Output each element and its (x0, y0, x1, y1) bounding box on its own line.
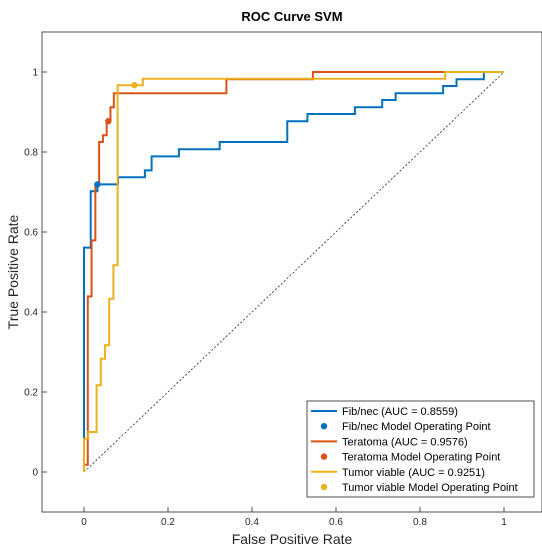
series-group (83, 71, 504, 472)
legend-entry-label: Tumor viable Model Operating Point (342, 482, 518, 494)
y-tick-label: 1 (32, 68, 38, 79)
legend-entry-label: Fib/nec (AUC = 0.8559) (342, 406, 458, 418)
legend-swatch-point (320, 453, 328, 460)
chance-line (83, 71, 505, 473)
roc-curve-fib (83, 71, 504, 472)
legend-box (306, 400, 535, 498)
roc-curve-tumor (83, 71, 504, 472)
y-tick-label: 0.4 (24, 308, 38, 319)
legend-entry-label: Teratoma (AUC = 0.9576) (342, 436, 468, 448)
legend: Fib/nec (AUC = 0.8559) Fib/nec Model Oper… (306, 400, 535, 498)
chart-title: ROC Curve SVM (241, 9, 342, 24)
legend-entry-label: Fib/nec Model Operating Point (342, 421, 491, 433)
x-axis-label: False Positive Rate (232, 531, 353, 547)
x-tick-label: 0.8 (413, 517, 427, 528)
axis-ticks: 0 0 0.2 0.2 0.4 0.4 0.6 0.6 0.8 0.8 1 1 (24, 68, 507, 529)
y-tick-label: 0.2 (24, 388, 38, 399)
legend-entries: Fib/nec (AUC = 0.8559) Fib/nec Model Oper… (311, 406, 518, 494)
legend-entry-label: Tumor viable (AUC = 0.9251) (342, 467, 485, 479)
operating-point-fib (94, 181, 101, 188)
y-tick-label: 0.8 (24, 148, 38, 159)
legend-swatch-point (320, 483, 328, 491)
operating-point-tumor (131, 82, 138, 89)
y-axis-label: True Positive Rate (5, 214, 21, 329)
legend-entry-label: Teratoma Model Operating Point (342, 452, 500, 464)
x-tick-label: 0.6 (329, 517, 343, 528)
legend-swatch-point (320, 423, 328, 430)
x-tick-label: 0 (81, 517, 87, 528)
x-tick-label: 1 (501, 517, 507, 528)
y-tick-label: 0.6 (24, 228, 38, 239)
x-tick-label: 0.2 (161, 517, 175, 528)
x-tick-label: 0.4 (245, 517, 259, 528)
y-tick-label: 0 (32, 468, 38, 479)
operating-point-teratoma (105, 118, 112, 125)
